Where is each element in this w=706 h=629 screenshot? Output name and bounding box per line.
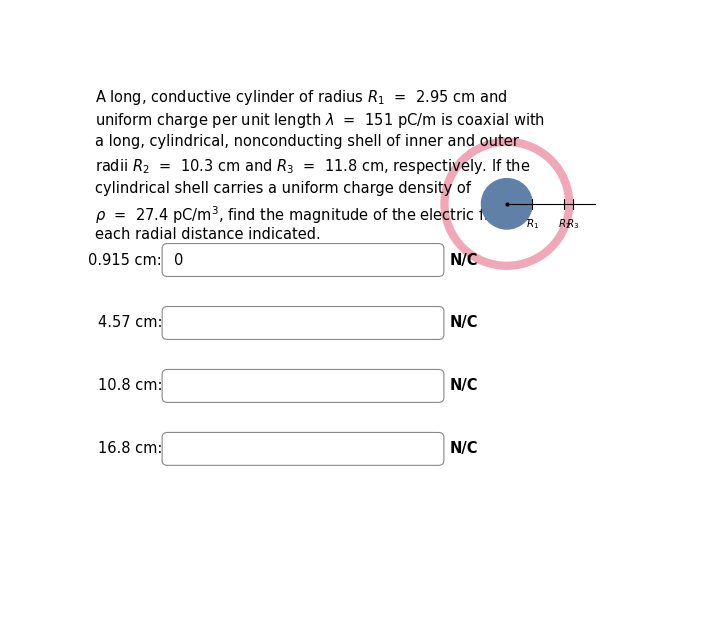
Ellipse shape <box>481 179 532 229</box>
Text: $R_2$: $R_2$ <box>558 218 571 231</box>
Text: radii $R_2$  =  10.3 cm and $R_3$  =  11.8 cm, respectively. If the: radii $R_2$ = 10.3 cm and $R_3$ = 11.8 c… <box>95 157 530 176</box>
Text: a long, cylindrical, nonconducting shell of inner and outer: a long, cylindrical, nonconducting shell… <box>95 134 519 149</box>
Text: 0: 0 <box>174 252 184 267</box>
Ellipse shape <box>441 138 573 269</box>
FancyBboxPatch shape <box>162 306 444 340</box>
Text: N/C: N/C <box>450 316 478 330</box>
Text: N/C: N/C <box>450 442 478 457</box>
FancyBboxPatch shape <box>162 432 444 465</box>
Text: $\rho$  =  27.4 pC/m$^3$, find the magnitude of the electric field at: $\rho$ = 27.4 pC/m$^3$, find the magnitu… <box>95 204 531 226</box>
Ellipse shape <box>449 147 564 261</box>
FancyBboxPatch shape <box>162 243 444 277</box>
Text: A long, conductive cylinder of radius $R_1$  =  2.95 cm and: A long, conductive cylinder of radius $R… <box>95 87 507 106</box>
Text: each radial distance indicated.: each radial distance indicated. <box>95 227 321 242</box>
Text: cylindrical shell carries a uniform charge density of: cylindrical shell carries a uniform char… <box>95 181 471 196</box>
FancyBboxPatch shape <box>162 369 444 403</box>
Text: $R_3$: $R_3$ <box>566 218 579 231</box>
Text: uniform charge per unit length $\lambda$  =  151 pC/m is coaxial with: uniform charge per unit length $\lambda$… <box>95 111 545 130</box>
Text: N/C: N/C <box>450 379 478 393</box>
Text: 0.915 cm:: 0.915 cm: <box>88 252 162 267</box>
Text: 10.8 cm:: 10.8 cm: <box>97 379 162 393</box>
Text: 4.57 cm:: 4.57 cm: <box>97 316 162 330</box>
Ellipse shape <box>421 119 592 289</box>
Text: 16.8 cm:: 16.8 cm: <box>97 442 162 457</box>
Text: $R_1$: $R_1$ <box>525 218 539 231</box>
Text: N/C: N/C <box>450 252 478 267</box>
